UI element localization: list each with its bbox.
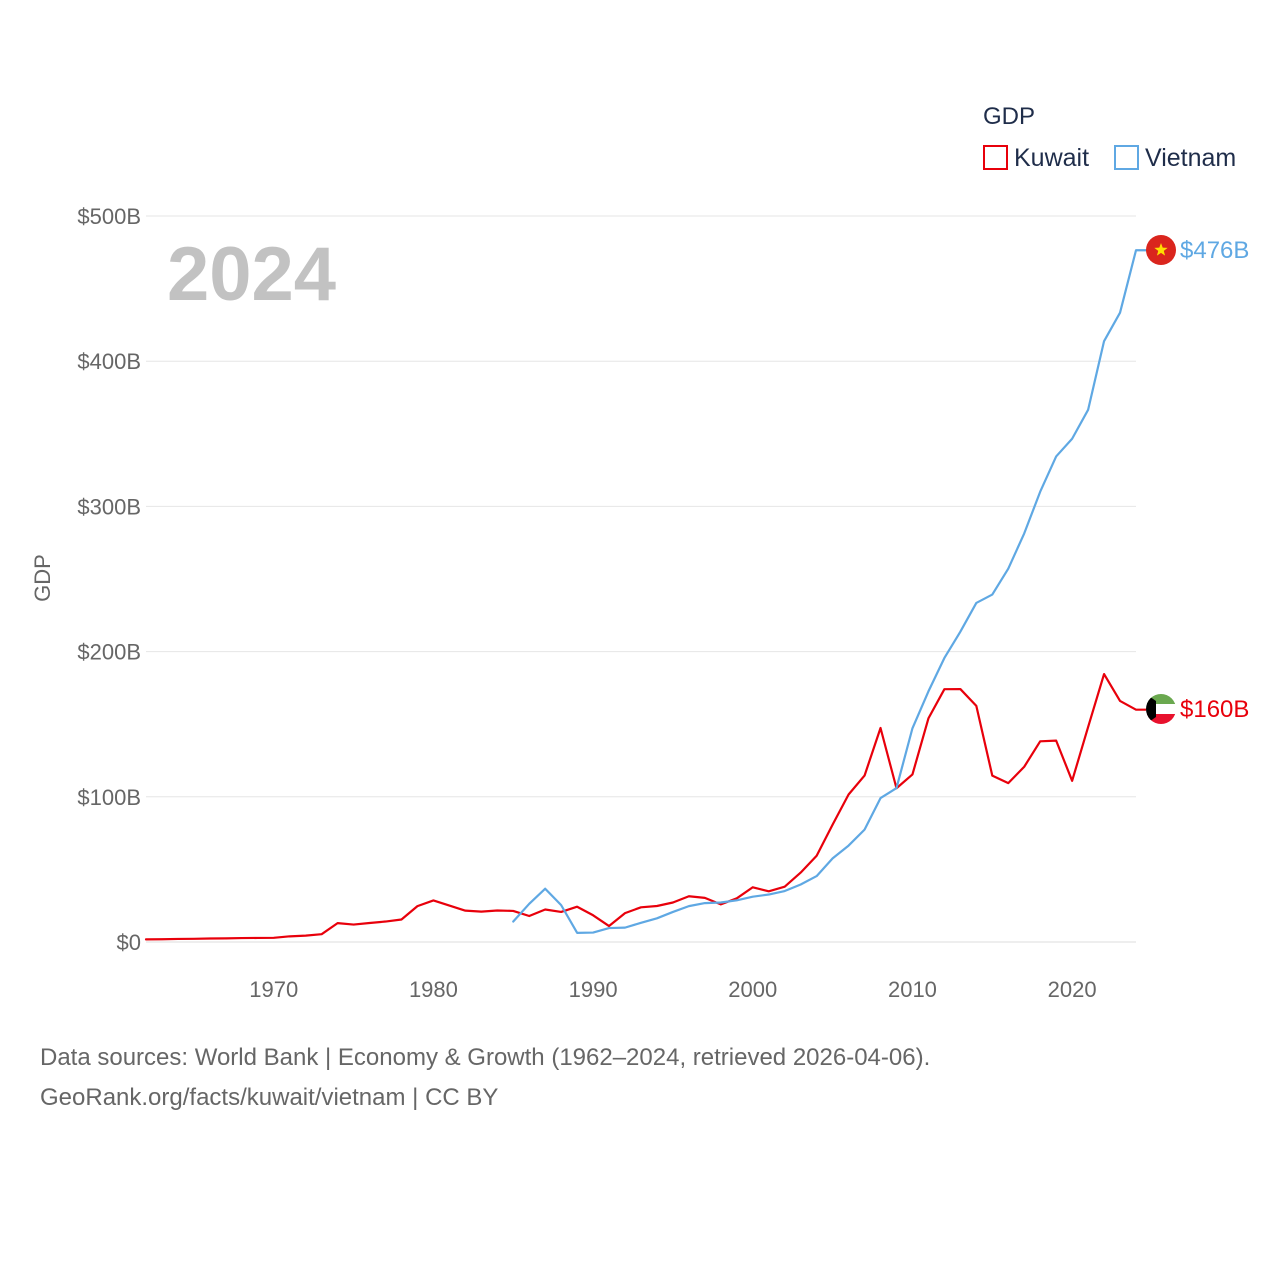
x-tick-label: 2000 xyxy=(728,977,777,1002)
legend-label-kuwait: Kuwait xyxy=(1014,144,1089,172)
x-tick-label: 1980 xyxy=(409,977,458,1002)
y-tick-label: $100B xyxy=(77,785,141,810)
footer-sources: Data sources: World Bank | Economy & Gro… xyxy=(40,1044,931,1071)
legend-swatch-vietnam xyxy=(1114,145,1139,170)
vietnam-flag-icon xyxy=(1146,235,1176,265)
end-label-kuwait: $160B xyxy=(1180,696,1249,723)
legend-item-vietnam[interactable]: Vietnam xyxy=(1114,144,1236,172)
x-tick-label: 2010 xyxy=(888,977,937,1002)
series-end-labels: $160B $476B xyxy=(1146,235,1249,724)
series-line-vietnam[interactable] xyxy=(512,249,1148,934)
x-tick-label: 1970 xyxy=(249,977,298,1002)
legend-swatch-kuwait xyxy=(983,145,1008,170)
y-tick-label: $300B xyxy=(77,494,141,519)
legend: GDP Kuwait Vietnam xyxy=(983,103,1236,172)
legend-label-vietnam: Vietnam xyxy=(1145,144,1236,172)
legend-title: GDP xyxy=(983,103,1035,130)
series-line-kuwait[interactable] xyxy=(144,673,1148,941)
kuwait-flag-icon xyxy=(1146,694,1176,724)
x-tick-label: 1990 xyxy=(569,977,618,1002)
y-axis-tick-labels: $0 $100B $200B $300B $400B $500B xyxy=(77,204,141,955)
grid-lines xyxy=(146,215,1136,943)
y-tick-label: $200B xyxy=(77,640,141,665)
legend-item-kuwait[interactable]: Kuwait xyxy=(983,144,1089,172)
series-lines xyxy=(144,249,1148,941)
y-tick-label: $500B xyxy=(77,204,141,229)
end-label-vietnam: $476B xyxy=(1180,237,1249,264)
y-axis-title: GDP xyxy=(30,554,55,602)
footer-attribution[interactable]: GeoRank.org/facts/kuwait/vietnam | CC BY xyxy=(40,1084,499,1111)
year-label: 2024 xyxy=(167,232,336,317)
y-tick-label: $0 xyxy=(117,930,141,955)
x-tick-label: 2020 xyxy=(1048,977,1097,1002)
y-tick-label: $400B xyxy=(77,349,141,374)
x-axis-tick-labels: 1970 1980 1990 2000 2010 2020 xyxy=(249,977,1096,1002)
